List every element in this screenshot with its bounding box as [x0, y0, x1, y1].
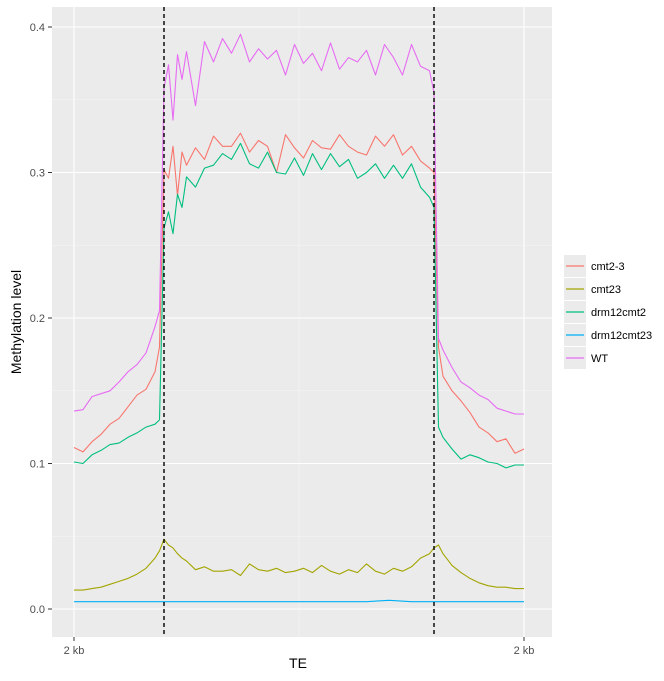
legend-item: cmt2-3: [564, 255, 625, 277]
legend-item: drm12cmt2: [564, 301, 646, 323]
grid-minor: [52, 7, 552, 637]
legend-label: cmt2-3: [591, 261, 625, 273]
series-line-drm12cmt23: [74, 599, 524, 603]
y-tick-label: 0.1: [30, 459, 45, 471]
legend-item: drm12cmt23: [564, 324, 652, 346]
x-tick-label: 2 kb: [64, 645, 85, 657]
y-tick-label: 0.3: [30, 168, 45, 180]
y-axis: 0.0 0.1 0.2 0.3 0.4: [30, 22, 52, 616]
series-layer: [73, 33, 525, 603]
vline-layer: [163, 7, 435, 637]
x-axis: 2 kb 2 kb: [64, 637, 535, 657]
x-tick-label: 2 kb: [514, 645, 535, 657]
series-line-cmt23: [74, 538, 524, 591]
x-axis-title: TE: [289, 655, 307, 671]
legend-label: WT: [591, 353, 608, 365]
y-axis-title: Methylation level: [8, 270, 24, 374]
legend-label: drm12cmt23: [591, 330, 652, 342]
y-tick-label: 0.2: [30, 313, 45, 325]
series-line-cmt2-3: [73, 132, 525, 454]
legend-item: WT: [564, 347, 608, 369]
series-line-WT: [73, 33, 524, 415]
y-tick-label: 0.0: [30, 604, 45, 616]
legend-item: cmt23: [564, 278, 621, 300]
legend: cmt2-3 cmt23 drm12cmt2 drm12cmt23 WT: [564, 255, 652, 369]
legend-label: drm12cmt2: [591, 307, 646, 319]
plot-panel: [52, 7, 552, 637]
legend-label: cmt23: [591, 284, 621, 296]
series-line-drm12cmt2: [73, 142, 524, 469]
y-tick-label: 0.4: [30, 22, 45, 34]
